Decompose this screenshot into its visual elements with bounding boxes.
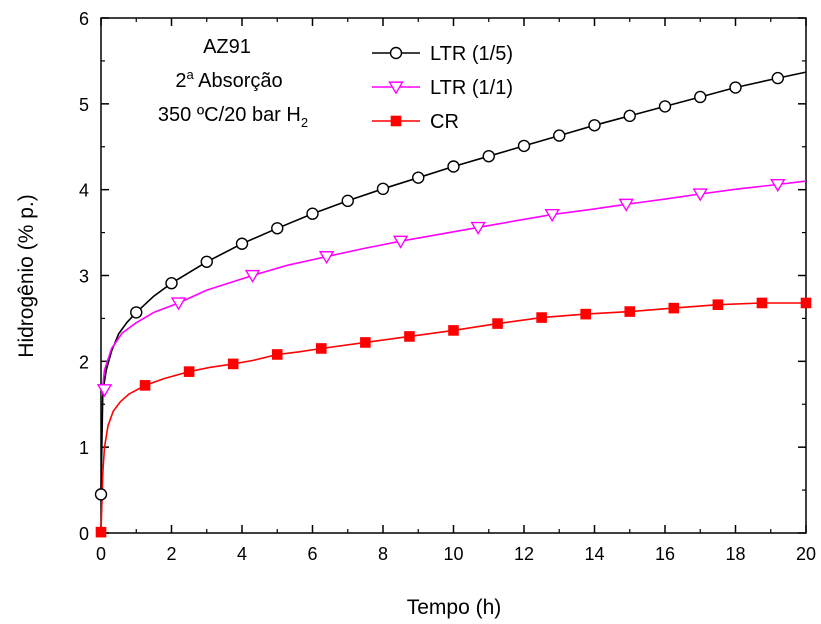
annotation-block: AZ91 2a Absorção 350 ºC/20 bar H2 [158,36,308,130]
data-point-series-1 [729,81,742,94]
data-point-series-2 [318,251,335,265]
x-tick-label: 0 [96,544,106,564]
data-point-series-3 [227,358,239,370]
annotation-conditions-subscript: 2 [301,115,308,130]
y-tick-label: 0 [79,524,89,544]
data-point-series-3 [492,318,503,329]
y-tick-label: 3 [79,267,89,287]
data-point-series-3 [360,337,371,348]
data-point-series-2 [692,188,708,202]
series-curves [100,71,807,533]
data-point-series-2 [244,269,261,284]
data-point-series-2 [392,235,409,249]
data-point-series-2 [470,221,486,235]
data-point-series-3 [139,380,151,391]
data-point-series-3 [668,302,680,314]
x-tick-label: 16 [655,544,675,564]
x-tick-label: 20 [796,544,816,564]
x-tick-label: 2 [166,544,176,564]
data-point-series-1 [376,182,390,196]
data-point-series-1 [94,488,108,501]
annotation-conditions-main: 350 ºC/20 bar H [158,104,301,126]
data-point-series-1 [235,237,249,250]
data-point-series-1 [130,306,143,319]
data-point-series-1 [553,129,566,142]
data-point-series-3 [95,526,107,538]
data-point-series-2 [544,208,560,223]
x-tick-label: 10 [443,544,463,564]
annotation-cycle-label: Absorção [194,70,283,92]
y-axis-ticks: 0 1 2 3 4 5 6 [79,9,806,544]
data-point-series-1 [341,194,354,208]
legend-marker-3 [390,115,402,127]
annotation-cycle: 2a Absorção [175,67,282,92]
x-axis-ticks: 0 2 4 6 8 10 12 14 16 18 20 [96,18,816,564]
x-axis-title: Tempo (h) [407,596,502,619]
legend-label-3: CR [430,111,459,133]
x-tick-label: 8 [378,544,388,564]
annotation-alloy: AZ91 [203,36,251,58]
data-point-series-3 [624,306,636,317]
data-point-series-3 [404,331,415,342]
annotation-cycle-number: 2 [175,70,186,92]
legend-label-2: LTR (1/1) [430,77,513,99]
data-point-series-1 [694,90,707,104]
x-tick-label: 4 [237,544,247,564]
annotation-conditions: 350 ºC/20 bar H2 [158,104,308,130]
data-point-series-1 [271,222,284,235]
legend-marker-2 [388,81,404,95]
y-tick-label: 2 [79,352,89,372]
data-point-series-3 [448,325,459,336]
data-point-series-3 [536,312,547,323]
legend-marker-1 [389,46,403,60]
legend-label-1: LTR (1/5) [430,43,513,65]
data-point-series-3 [800,297,812,309]
data-point-series-1 [447,160,460,173]
data-point-series-1 [306,207,319,220]
data-point-series-1 [517,139,531,153]
series-line-2 [100,180,807,396]
data-point-series-2 [96,384,113,398]
y-tick-label: 6 [79,9,89,29]
data-point-series-1 [658,100,672,113]
data-point-series-3 [183,366,195,377]
x-tick-label: 6 [307,544,317,564]
data-point-series-1 [482,149,495,163]
data-point-series-3 [271,349,283,360]
data-point-series-3 [712,299,724,310]
data-point-series-3 [316,343,327,354]
data-point-series-1 [165,277,178,290]
y-tick-label: 5 [79,95,89,115]
legend: LTR (1/5) LTR (1/1) CR [372,43,513,133]
data-point-series-1 [588,119,601,132]
series-line-3 [100,302,806,533]
y-tick-label: 4 [79,181,89,201]
data-point-series-1 [412,171,425,184]
data-point-series-2 [170,297,187,311]
x-tick-label: 14 [584,544,604,564]
series-markers [94,71,812,538]
y-tick-label: 1 [79,438,89,458]
y-axis-title: Hidrogênio (% p.) [15,194,38,357]
data-point-series-3 [580,308,591,320]
x-tick-label: 12 [514,544,534,564]
data-point-series-1 [200,255,213,268]
data-point-series-2 [618,198,634,212]
data-point-series-2 [770,178,786,193]
data-point-series-3 [756,297,768,309]
annotation-cycle-superscript: a [186,67,194,82]
data-point-series-1 [771,71,784,85]
x-tick-label: 18 [725,544,745,564]
series-line-1 [100,71,807,495]
data-point-series-1 [623,109,636,123]
